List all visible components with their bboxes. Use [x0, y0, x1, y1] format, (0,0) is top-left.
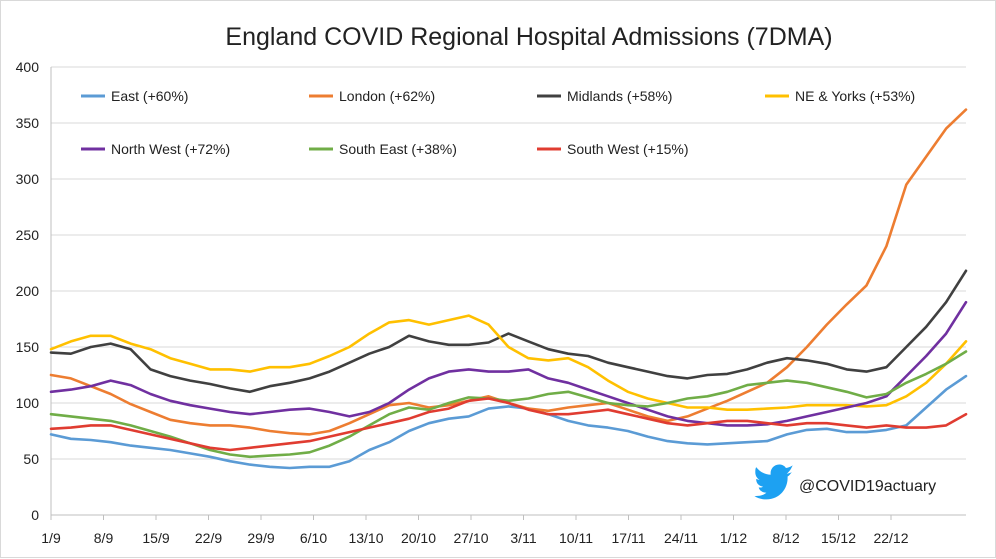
series-line-5	[49, 350, 968, 459]
y-tick-label: 0	[31, 507, 39, 523]
x-tick-label: 24/11	[664, 530, 698, 546]
series-line-3	[49, 314, 968, 412]
x-tick-label: 8/12	[772, 530, 799, 546]
legend: East (+60%) London (+62%) Midlands (+58%) N…	[81, 88, 915, 157]
x-tick-label: 8/9	[94, 530, 114, 546]
legend-label: Midlands (+58%)	[567, 88, 672, 104]
x-tick-label: 3/11	[510, 530, 536, 546]
y-tick-label: 250	[16, 227, 40, 243]
legend-item: NE & Yorks (+53%)	[765, 88, 915, 104]
legend-label: North West (+72%)	[111, 141, 230, 157]
y-tick-label: 50	[23, 451, 39, 467]
x-tick-label: 22/12	[873, 530, 908, 546]
legend-label: East (+60%)	[111, 88, 188, 104]
series-line-2	[49, 269, 968, 394]
series-line-0	[49, 374, 968, 470]
y-tick-label: 100	[16, 395, 40, 411]
y-tick-label: 400	[16, 59, 40, 75]
legend-item: Midlands (+58%)	[537, 88, 672, 104]
chart-title: England COVID Regional Hospital Admissio…	[225, 23, 832, 51]
series-layer	[49, 108, 968, 470]
x-tick-label: 15/12	[821, 530, 856, 546]
watermark: @COVID19actuary	[754, 464, 936, 500]
series-line-4	[49, 300, 968, 427]
y-tick-label: 150	[16, 339, 40, 355]
x-tick-label: 15/9	[142, 530, 169, 546]
y-tick-label: 300	[16, 171, 40, 187]
x-tick-label: 1/9	[41, 530, 61, 546]
legend-label: NE & Yorks (+53%)	[795, 88, 915, 104]
legend-label: London (+62%)	[339, 88, 435, 104]
legend-item: North West (+72%)	[81, 141, 230, 157]
x-tick-label: 27/10	[453, 530, 488, 546]
x-tick-label: 17/11	[612, 530, 646, 546]
legend-item: South East (+38%)	[309, 141, 457, 157]
y-tick-label: 200	[16, 283, 40, 299]
x-tick-label: 29/9	[247, 530, 274, 546]
x-tick-label: 22/9	[195, 530, 222, 546]
watermark-handle: @COVID19actuary	[799, 478, 936, 495]
legend-item: South West (+15%)	[537, 141, 689, 157]
twitter-bird-icon	[754, 464, 793, 500]
y-tick-label: 350	[16, 115, 40, 131]
x-tick-label: 10/11	[559, 530, 593, 546]
legend-label: South East (+38%)	[339, 141, 457, 157]
series-line-1	[49, 108, 968, 436]
x-tick-label: 6/10	[300, 530, 327, 546]
axis-layer: 0 50 100 150 200 250 300 350 400 1/9 8/9 15/9 22/9 29…	[16, 59, 966, 546]
series-line-6	[49, 397, 968, 452]
legend-item: London (+62%)	[309, 88, 435, 104]
x-tick-label: 1/12	[720, 530, 747, 546]
legend-item: East (+60%)	[81, 88, 188, 104]
x-tick-label: 13/10	[348, 530, 383, 546]
legend-label: South West (+15%)	[567, 141, 689, 157]
x-tick-label: 20/10	[401, 530, 436, 546]
